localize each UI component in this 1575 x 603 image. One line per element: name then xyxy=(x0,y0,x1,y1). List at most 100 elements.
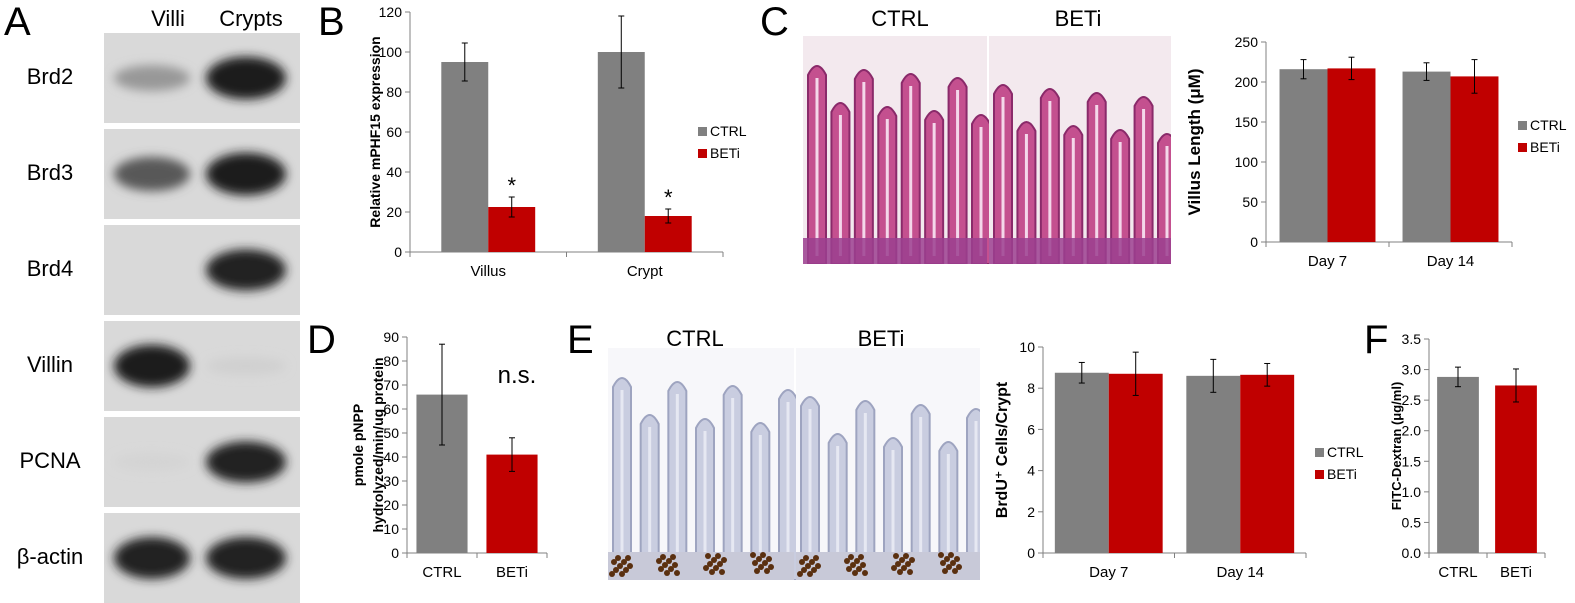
chart-c: 0 50 100 150 200 250 Day 7 Day 14 Villus Length … xyxy=(1185,34,1567,270)
legend-label: CTRL xyxy=(710,123,747,139)
x-tick-label: CTRL xyxy=(1438,564,1477,581)
legend-swatch xyxy=(698,127,707,136)
legend-swatch xyxy=(1315,470,1324,479)
blot-band xyxy=(114,156,190,192)
y-tick-label: 100 xyxy=(1235,154,1259,170)
y-tick-label: 2.0 xyxy=(1402,423,1422,439)
histology-ctrl-field xyxy=(803,36,991,264)
y-tick-label: 250 xyxy=(1235,34,1259,50)
bar xyxy=(1108,373,1163,553)
y-tick-label: 4 xyxy=(1027,463,1035,479)
chart-e: 0 2 4 6 8 10 Day 7 Day 14 BrdU⁺ Cells/Crypt CTRL B… xyxy=(994,339,1364,581)
y-tick-label: 150 xyxy=(1235,114,1259,130)
y-tick-label: 40 xyxy=(383,449,399,465)
bar xyxy=(1327,68,1376,243)
y-tick-label: 1.0 xyxy=(1402,484,1422,500)
blot-band xyxy=(114,537,190,579)
y-tick-label: 0 xyxy=(1027,545,1035,561)
legend-label: CTRL xyxy=(1530,117,1567,133)
western-blot: Villi Crypts Brd2 Brd3 Brd4 Villin PCNA β-act… xyxy=(0,0,310,603)
blot-band xyxy=(206,152,286,196)
y-tick-label: 80 xyxy=(383,353,399,369)
histology-ctrl-field xyxy=(608,348,798,580)
blot-row-label: Brd2 xyxy=(26,64,74,89)
blot-strip xyxy=(104,33,300,123)
y-tick-label: 8 xyxy=(1027,380,1035,396)
blot-band xyxy=(114,65,190,91)
blot-band xyxy=(206,356,286,376)
y-tick-label: 3.0 xyxy=(1402,362,1422,378)
blot-strip xyxy=(104,513,300,603)
blot-row-label: Villin xyxy=(26,352,74,377)
y-tick-label: 2 xyxy=(1027,504,1035,520)
annotation-ns: n.s. xyxy=(498,362,537,389)
y-tick-label: 50 xyxy=(1242,194,1258,210)
bar xyxy=(1402,71,1451,242)
legend-swatch xyxy=(698,149,707,158)
blot-row-label: PCNA xyxy=(19,448,81,473)
bar xyxy=(441,62,489,252)
x-tick-label: CTRL xyxy=(422,564,461,581)
y-tick-label: 60 xyxy=(386,124,402,140)
panel-letter-e: E xyxy=(567,318,594,362)
y-tick-label: 100 xyxy=(379,44,403,60)
legend-label: CTRL xyxy=(1327,444,1364,460)
blot-row-label: Brd3 xyxy=(26,160,74,185)
y-tick-label: 0 xyxy=(394,244,402,260)
y-tick-label: 30 xyxy=(383,473,399,489)
bar xyxy=(1450,76,1499,243)
blot-band xyxy=(206,249,286,291)
histology-c-image xyxy=(803,36,1171,264)
y-tick-label: 80 xyxy=(386,84,402,100)
histology-beti-field xyxy=(989,36,1171,264)
panel-letter-c: C xyxy=(760,0,789,44)
x-tick-label: Day 7 xyxy=(1308,253,1347,270)
panel-letter-d: D xyxy=(307,318,336,362)
chart-b: 0 20 40 60 80 100 120 Villus Crypt * * Relative mPH… xyxy=(367,4,747,280)
y-axis-label: BrdU⁺ Cells/Crypt xyxy=(994,381,1011,518)
y-tick-label: 6 xyxy=(1027,421,1035,437)
histology-c-label-beti: BETi xyxy=(1054,6,1102,31)
blot-row-label: Brd4 xyxy=(26,256,74,281)
y-tick-label: 40 xyxy=(386,164,402,180)
blot-strip xyxy=(104,321,300,411)
legend-label: BETi xyxy=(710,145,740,161)
x-tick-label: BETi xyxy=(1500,564,1532,581)
blot-column-villi: Villi xyxy=(151,6,185,31)
legend-label: BETi xyxy=(1327,466,1357,482)
bar xyxy=(1240,374,1295,553)
blot-row-label: β-actin xyxy=(16,544,84,569)
histology-beti-field xyxy=(796,348,980,580)
y-tick-label: 3.5 xyxy=(1402,331,1422,347)
y-tick-label: 2.5 xyxy=(1402,392,1422,408)
x-tick-label: Day 14 xyxy=(1427,253,1475,270)
blot-band xyxy=(206,537,286,579)
legend-swatch xyxy=(1518,121,1527,130)
y-tick-label: 10 xyxy=(383,521,399,537)
y-tick-label: 0.5 xyxy=(1402,514,1422,530)
blot-band xyxy=(114,453,190,471)
y-tick-label: 70 xyxy=(383,377,399,393)
y-tick-label: 20 xyxy=(386,204,402,220)
blot-band xyxy=(206,56,286,100)
blot-strip xyxy=(104,129,300,219)
chart-f: 0.0 0.5 1.0 1.5 2.0 2.5 3.0 3.5 CTRL BETi FITC-Dex… xyxy=(1389,331,1546,581)
legend-label: BETi xyxy=(1530,139,1560,155)
panel-letter-b: B xyxy=(318,0,345,44)
y-tick-label: 60 xyxy=(383,401,399,417)
x-tick-label: Villus xyxy=(470,263,506,280)
histology-e: CTRL BETi xyxy=(600,320,990,590)
x-tick-label: Day 14 xyxy=(1216,564,1264,581)
legend-swatch xyxy=(1315,448,1324,457)
blot-strip xyxy=(104,417,300,507)
x-tick-label: Day 7 xyxy=(1089,564,1128,581)
significance-marker: * xyxy=(507,173,516,198)
panel-letter-a: A xyxy=(4,0,31,44)
blot-band xyxy=(114,344,190,388)
histology-c: CTRL BETi xyxy=(800,0,1180,270)
y-tick-label: 0 xyxy=(391,545,399,561)
histology-e-label-ctrl: CTRL xyxy=(666,326,724,351)
histology-e-image xyxy=(608,348,980,580)
y-axis-label: Villus Length (μM) xyxy=(1185,68,1204,215)
bar xyxy=(1437,376,1479,553)
